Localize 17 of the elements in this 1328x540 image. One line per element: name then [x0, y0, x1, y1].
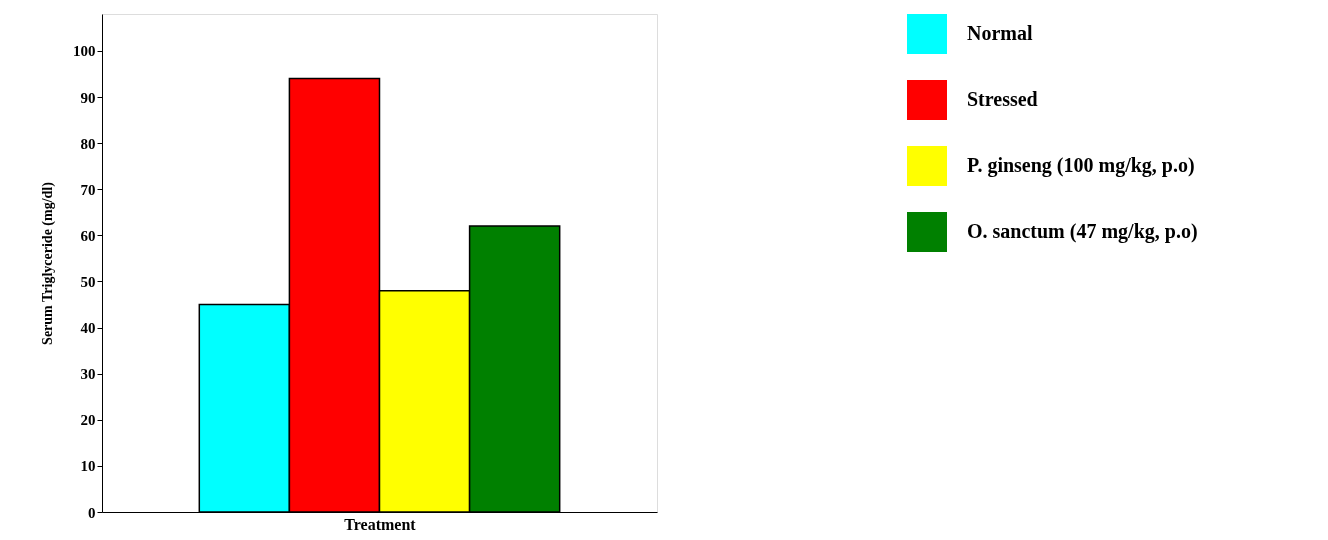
x-axis-title: Treatment — [344, 515, 417, 533]
y-tick-label: 30 — [80, 366, 96, 383]
y-tick-label: 80 — [80, 135, 96, 152]
y-tick-label: 20 — [80, 412, 96, 429]
legend-label: O. sanctum (47 mg/kg, p.o) — [967, 220, 1198, 243]
y-tick-label: 60 — [80, 227, 96, 244]
legend-label: P. ginseng (100 mg/kg, p.o) — [967, 154, 1195, 177]
legend-label: Normal — [967, 22, 1033, 44]
y-axis-title: Serum Triglyceride (mg/dl) — [40, 181, 56, 345]
y-tick-label: 90 — [80, 89, 96, 106]
y-tick-label: 10 — [80, 458, 96, 475]
y-tick-label: 50 — [80, 273, 96, 290]
legend-label: Stressed — [967, 88, 1038, 110]
y-tick-label: 40 — [80, 320, 96, 337]
y-tick-label: 100 — [73, 43, 96, 60]
y-tick-label: 0 — [88, 504, 96, 521]
y-tick-label: 70 — [80, 181, 96, 198]
